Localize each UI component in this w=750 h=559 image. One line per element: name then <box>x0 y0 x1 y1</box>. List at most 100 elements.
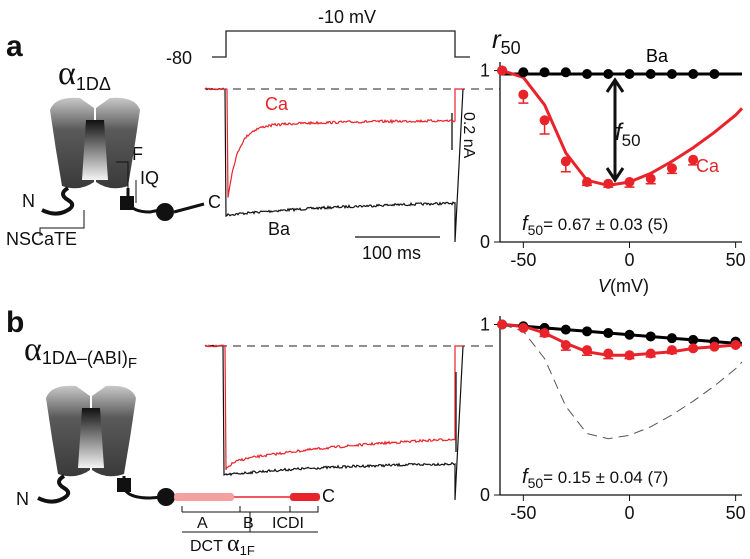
data-point <box>624 350 635 361</box>
data-point <box>497 65 508 76</box>
label-part: f <box>522 213 530 235</box>
data-point <box>539 115 550 126</box>
panel-label: a <box>6 30 23 63</box>
data-point <box>603 178 614 189</box>
y-tick-label: 0 <box>480 485 490 505</box>
diagram-label: IQ <box>140 168 159 188</box>
data-point <box>666 345 677 356</box>
diagram-label: DCT α1F <box>190 531 255 558</box>
data-point <box>560 339 571 350</box>
channel-diagram <box>39 97 205 236</box>
data-point <box>624 69 635 79</box>
data-point <box>603 348 614 359</box>
label-part: r <box>492 24 502 54</box>
data-point <box>582 177 593 187</box>
label: r50 <box>492 24 521 58</box>
data-point <box>560 324 571 335</box>
data-point <box>666 333 677 344</box>
data-point <box>688 69 699 79</box>
data-point <box>666 69 677 79</box>
data-point <box>603 328 614 339</box>
channel-name: α1DΔ–(ABI)F <box>24 331 137 372</box>
data-point <box>709 69 720 79</box>
diagram-label: C <box>322 486 335 506</box>
current-trace <box>204 87 463 198</box>
current-scale-label: 0.2 nA <box>460 112 477 159</box>
channel-name: α1DΔ <box>58 55 111 94</box>
channel-subscript: 1DΔ <box>76 74 111 94</box>
current-trace <box>204 87 464 243</box>
x-tick-label: 50 <box>726 250 746 270</box>
label-part: f <box>615 119 624 146</box>
diagram-label: C <box>208 192 221 212</box>
label: f50= 0.15 ± 0.04 (7) <box>522 466 668 491</box>
data-point <box>582 69 593 79</box>
label-part: f <box>522 466 530 488</box>
data-point <box>645 69 656 79</box>
x-tick-label: 0 <box>624 503 634 523</box>
data-point <box>582 345 593 356</box>
label-part: (mV) <box>610 276 649 296</box>
channel-sub-subscript: F <box>128 355 137 372</box>
channel-diagram <box>37 385 320 533</box>
data-point <box>666 163 677 174</box>
trace-label: Ca <box>265 94 289 114</box>
dct-symbol: α <box>227 531 240 557</box>
label-part: 50 <box>501 38 521 58</box>
y-tick-label: 0 <box>480 232 490 252</box>
data-point <box>518 67 529 78</box>
step-potential: -10 mV <box>318 7 376 27</box>
diagram-label: N <box>22 191 35 211</box>
arrow <box>605 77 625 183</box>
data-point <box>497 319 508 330</box>
data-point <box>624 329 635 340</box>
data-point <box>688 334 699 345</box>
diagram-label: NSCaTE <box>6 229 77 249</box>
data-point <box>539 67 550 78</box>
channel-symbol: α <box>24 331 42 368</box>
data-point <box>645 331 656 342</box>
label: f50= 0.67 ± 0.03 (5) <box>522 213 668 238</box>
y-tick-label: 1 <box>480 61 490 81</box>
x-tick-label: 50 <box>726 503 746 523</box>
label-part: 50 <box>528 222 544 238</box>
data-point <box>539 328 550 339</box>
diagram-label: B <box>243 515 254 532</box>
data-point <box>688 154 699 165</box>
x-tick-label: -50 <box>510 250 536 270</box>
data-point <box>730 339 741 350</box>
label-part: = 0.67 ± 0.03 (5) <box>543 215 668 234</box>
data-point <box>518 322 529 333</box>
data-point <box>560 67 571 78</box>
data-point <box>688 343 699 354</box>
diagram-label: A <box>197 515 208 532</box>
dct-subscript: 1F <box>240 543 255 558</box>
label: f50 <box>615 119 641 150</box>
data-point <box>603 69 614 79</box>
current-traces <box>204 87 464 501</box>
panel-label: b <box>6 306 24 339</box>
dct-text: DCT <box>190 538 223 555</box>
time-scale-label: 100 ms <box>362 243 421 263</box>
data-point <box>582 326 593 337</box>
diagram-label: ICDI <box>272 515 304 532</box>
data-point <box>560 156 571 167</box>
x-tick-label: -50 <box>510 503 536 523</box>
data-point <box>645 173 656 184</box>
x-tick-label: 0 <box>624 250 634 270</box>
data-point <box>518 89 529 100</box>
series-label: Ca <box>696 156 720 176</box>
current-trace <box>204 344 463 470</box>
holding-potential: -80 <box>166 48 192 68</box>
label-part: 50 <box>622 131 641 150</box>
voltage-protocol <box>212 30 470 58</box>
data-point <box>645 348 656 359</box>
trace-label: Ba <box>268 219 291 239</box>
label-part: 50 <box>528 475 544 491</box>
label: V(mV) <box>598 276 649 296</box>
data-point <box>624 177 635 187</box>
data-point <box>709 341 720 352</box>
fit-curve <box>501 323 742 345</box>
